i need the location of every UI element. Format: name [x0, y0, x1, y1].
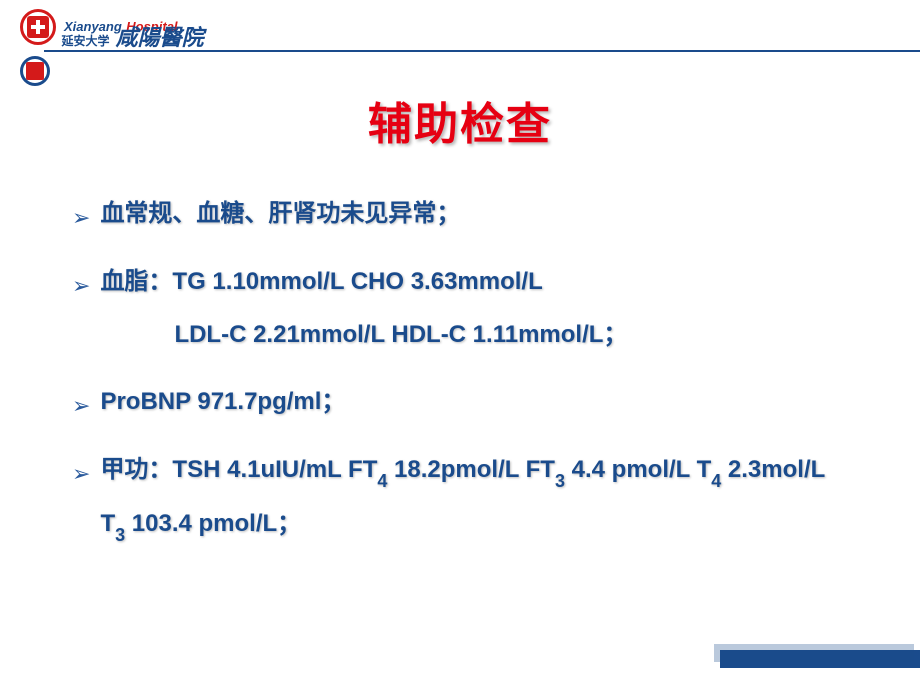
secondary-logo-inner [26, 62, 44, 80]
bullet-line-1: 血脂：TG 1.10mmol/L CHO 3.63mmol/L [100, 268, 542, 295]
bullet-text: ProBNP 971.7pg/ml； [100, 376, 345, 429]
bullet-item: ➢ 甲功：TSH 4.1uIU/mL FT4 18.2pmol/L FT3 4.… [72, 444, 848, 551]
bullet-text: 血常规、血糖、肝肾功未见异常； [100, 188, 460, 241]
chevron-right-icon: ➢ [72, 194, 90, 242]
bullet-item: ➢ ProBNP 971.7pg/ml； [72, 376, 848, 430]
header-cn-main: 咸陽醫院 [116, 20, 204, 52]
header-bar: Xianyang Hospital 延安大学 咸陽醫院 [0, 0, 920, 50]
footer-decoration [720, 650, 920, 668]
bullet-item: ➢ 血常规、血糖、肝肾功未见异常； [72, 188, 848, 242]
content-area: ➢ 血常规、血糖、肝肾功未见异常； ➢ 血脂：TG 1.10mmol/L CHO… [0, 152, 920, 551]
secondary-logo-icon [20, 56, 50, 86]
bullet-text: 血脂：TG 1.10mmol/L CHO 3.63mmol/L LDL-C 2.… [100, 256, 627, 362]
bullet-line-2: LDL-C 2.21mmol/L HDL-C 1.11mmol/L； [100, 309, 627, 362]
header-cn-sub: 延安大学 [62, 32, 110, 49]
cross-icon [27, 16, 49, 38]
hospital-logo-icon [20, 9, 56, 45]
slide-title: 辅助检查 [0, 88, 920, 152]
bullet-text: 甲功：TSH 4.1uIU/mL FT4 18.2pmol/L FT3 4.4 … [100, 444, 848, 551]
chevron-right-icon: ➢ [72, 382, 90, 430]
bullet-item: ➢ 血脂：TG 1.10mmol/L CHO 3.63mmol/L LDL-C … [72, 256, 848, 362]
chevron-right-icon: ➢ [72, 450, 90, 498]
chevron-right-icon: ➢ [72, 262, 90, 310]
